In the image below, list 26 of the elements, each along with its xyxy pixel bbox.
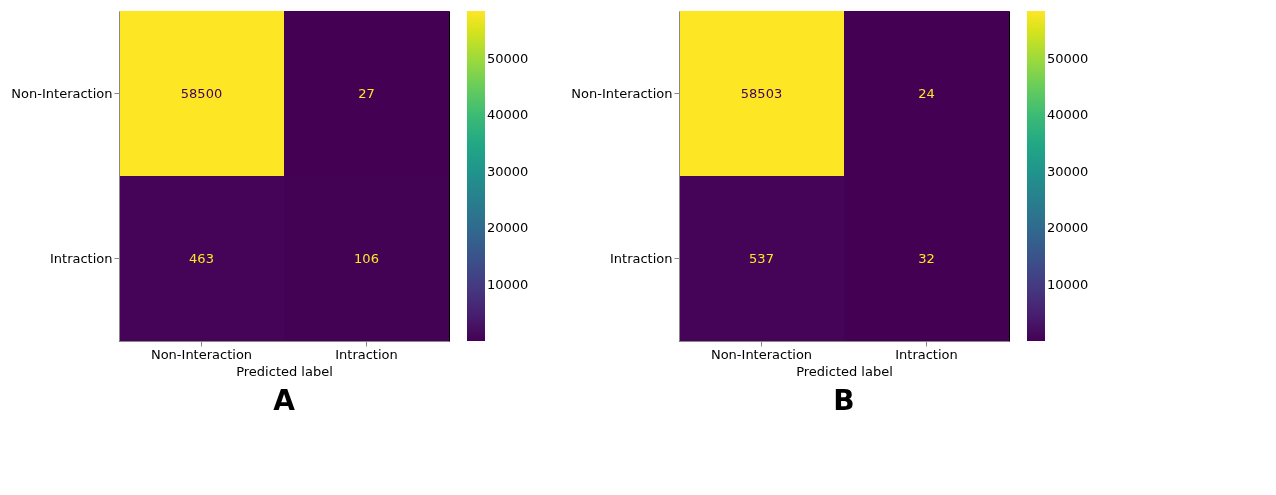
x-tick-label: Intraction: [895, 346, 958, 362]
color-bar-label: 10000: [1047, 276, 1089, 292]
data-label: 58500: [180, 85, 223, 101]
color-bar-label: 40000: [1047, 107, 1089, 123]
color-bar-label: 30000: [487, 163, 529, 179]
x-axis-title: Predicted label: [796, 363, 893, 379]
data-label: 24: [918, 85, 935, 101]
x-tick-label: Non-Interaction: [150, 346, 253, 362]
data-label: 27: [358, 85, 375, 101]
color-bar-label: 40000: [487, 107, 529, 123]
color-bar-label: 10000: [487, 276, 529, 292]
color-bar-label: 50000: [487, 50, 529, 66]
color-bar-label: 20000: [487, 220, 529, 236]
color-bar-label: 20000: [1047, 220, 1089, 236]
x-tick-label: Intraction: [335, 346, 398, 362]
x-axis-title: Predicted label: [236, 363, 333, 379]
text: A: [273, 384, 296, 417]
data-label: 58503: [740, 85, 783, 101]
data-label: 463: [189, 250, 214, 266]
data-label: 106: [354, 250, 379, 266]
text: B: [833, 384, 855, 417]
x-tick-label: Non-Interaction: [710, 346, 813, 362]
color-bar-label: 30000: [1047, 163, 1089, 179]
data-label: 32: [918, 250, 935, 266]
color-bar-label: 50000: [1047, 50, 1089, 66]
data-label: 537: [749, 250, 774, 266]
